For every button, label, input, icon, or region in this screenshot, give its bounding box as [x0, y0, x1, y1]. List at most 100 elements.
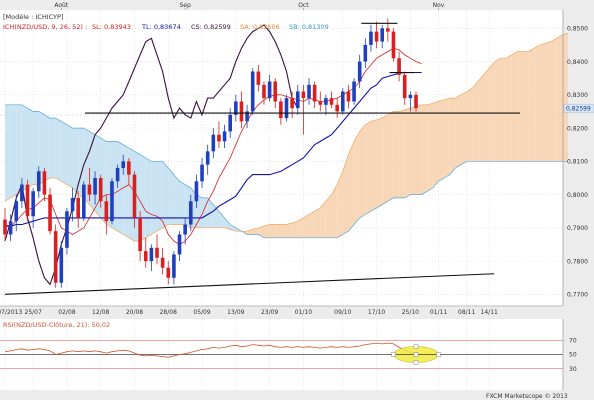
candle-body — [188, 201, 193, 225]
candle — [121, 154, 126, 175]
candle — [211, 128, 216, 158]
kumo-segment — [359, 124, 366, 218]
candle-body — [143, 251, 148, 262]
candle-body — [234, 101, 238, 115]
kumo-segment — [269, 224, 276, 238]
kumo-segment — [16, 104, 22, 195]
kumo-segment — [303, 214, 310, 238]
kumo-segment — [387, 111, 394, 202]
kumo-segment — [66, 124, 73, 188]
candle-body — [82, 184, 86, 218]
candle-body — [397, 58, 401, 75]
kumo-segment — [539, 43, 546, 162]
candle — [87, 167, 92, 202]
highlight-handle — [413, 360, 419, 365]
candle-body — [391, 31, 396, 59]
candle — [262, 81, 266, 105]
candle — [335, 98, 339, 119]
rsi-indicator: 70 50 30 — [0, 319, 577, 390]
candle-body — [324, 98, 328, 105]
kumo-segment — [218, 211, 225, 228]
candle-body — [183, 224, 187, 235]
candle-body — [172, 254, 176, 278]
kumo-segment — [275, 224, 281, 238]
x-tick-label: 01/10 — [295, 309, 312, 316]
rsi-line — [4, 342, 422, 358]
last-price-label: 0,82599 — [566, 105, 591, 112]
x-tick-label: 01/11 — [430, 309, 447, 316]
senkou-a-line — [4, 32, 569, 242]
x-tick-label: 20/08 — [126, 309, 143, 316]
kumo-segment — [449, 98, 456, 175]
kumo-segment — [297, 217, 304, 238]
kumo-segment — [145, 158, 152, 238]
candle — [194, 174, 199, 208]
trend-line — [4, 273, 495, 295]
candle-body — [239, 101, 244, 122]
candle — [273, 78, 278, 109]
candle-body — [357, 61, 362, 82]
kumo-segment — [263, 224, 270, 238]
candle — [318, 91, 323, 112]
candle — [380, 24, 385, 49]
kumo-segment — [427, 103, 433, 192]
kumo-segment — [21, 104, 28, 192]
kumo-segment — [370, 119, 377, 212]
kumo-segment — [157, 161, 163, 232]
kumo-segment — [27, 108, 34, 188]
candle-body — [110, 181, 114, 222]
candle — [36, 166, 41, 198]
x-tick-label: 08/11 — [458, 309, 475, 316]
y-tick-label: 0,7700 — [567, 292, 588, 299]
kumo-segment — [410, 106, 416, 195]
candle-body — [205, 151, 210, 165]
header-legend: [Modèle : ICHICYP] ICH(NZD/USD, 9, 26, 5… — [3, 13, 329, 31]
kumo-segment — [494, 58, 501, 162]
candle-body — [8, 221, 13, 235]
highlight-handle — [413, 352, 419, 357]
candle — [301, 84, 306, 135]
candle-body — [177, 234, 182, 255]
kumo-segment — [72, 128, 79, 195]
candle-body — [59, 247, 64, 283]
month-label: Oct — [298, 2, 309, 9]
candle — [329, 91, 334, 109]
candle-body — [138, 217, 142, 252]
candle — [42, 167, 47, 202]
kumo-segment — [522, 51, 529, 162]
candle-body — [318, 101, 323, 105]
candle-body — [273, 81, 278, 102]
kumo-segment — [230, 224, 236, 232]
kumo-segment — [545, 41, 552, 162]
candle-body — [194, 181, 199, 202]
candle — [391, 28, 396, 62]
candle-body — [250, 71, 255, 112]
candle — [104, 194, 109, 235]
candle-body — [301, 91, 306, 99]
candle — [65, 207, 69, 255]
candle — [115, 164, 120, 188]
candle — [205, 144, 210, 175]
candle-body — [374, 31, 379, 42]
footer-copyright: FXCM Marketscope © 2013 — [486, 393, 568, 400]
candle-body — [132, 174, 137, 218]
candle — [160, 247, 165, 275]
candle-body — [93, 177, 97, 195]
candle — [352, 78, 356, 105]
kumo-segment — [252, 227, 259, 235]
legend-sa: SA: 0,83606 — [240, 23, 280, 31]
x-tick-label: 12/08 — [92, 309, 109, 316]
candle — [324, 94, 328, 115]
kumo-segment — [517, 51, 523, 162]
kumo-segment — [292, 221, 298, 238]
candle — [250, 68, 255, 115]
candle-body — [262, 84, 266, 99]
candle — [374, 21, 379, 49]
candle-body — [312, 84, 317, 102]
candle — [234, 94, 238, 122]
kumo-segment — [354, 131, 360, 225]
drawn-levels — [4, 22, 520, 295]
candle-body — [386, 28, 390, 32]
kumo-segment — [461, 91, 467, 165]
rsi-tick-label: 50 — [569, 352, 577, 359]
